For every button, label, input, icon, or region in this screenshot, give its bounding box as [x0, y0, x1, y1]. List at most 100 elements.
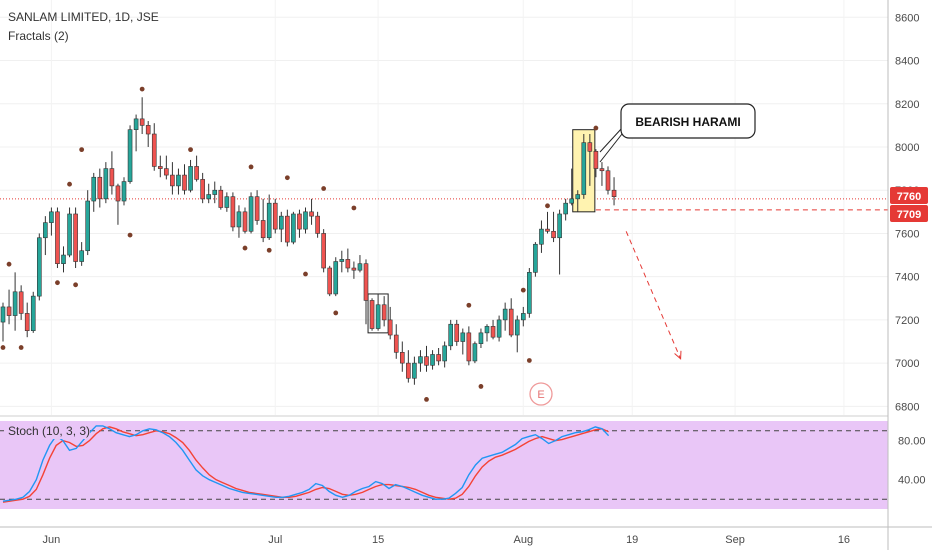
candle[interactable] [103, 162, 109, 204]
candle[interactable] [454, 319, 460, 346]
candle[interactable] [67, 207, 72, 258]
candle[interactable] [254, 190, 260, 225]
price-axis[interactable]: 6800700072007400760078008000820084008600 [895, 12, 919, 413]
candle[interactable] [581, 134, 587, 199]
candle[interactable] [418, 350, 423, 372]
candle[interactable] [164, 155, 169, 180]
candle[interactable] [309, 198, 314, 225]
candle[interactable] [520, 306, 526, 327]
candle[interactable] [158, 155, 163, 178]
time-axis[interactable]: JunJul15Aug19Sep16Oct15Nov [43, 534, 932, 546]
candle[interactable] [139, 97, 145, 135]
candle[interactable] [333, 257, 339, 297]
candle[interactable] [115, 183, 121, 225]
candle[interactable] [43, 216, 48, 256]
candle[interactable] [412, 356, 417, 385]
candle[interactable] [424, 345, 429, 372]
candle[interactable] [12, 272, 18, 331]
candle[interactable] [145, 121, 151, 147]
candle[interactable] [381, 296, 387, 327]
candle[interactable] [61, 246, 66, 273]
candle[interactable] [399, 341, 405, 372]
candle[interactable] [484, 324, 490, 342]
pattern-callout[interactable]: BEARISH HARAMI [599, 103, 756, 163]
candle[interactable] [551, 211, 556, 243]
candle[interactable] [36, 233, 42, 301]
candle[interactable] [151, 123, 157, 171]
candle[interactable] [460, 328, 466, 355]
candle[interactable] [248, 192, 254, 234]
candle[interactable] [436, 347, 441, 366]
candle[interactable] [121, 177, 127, 206]
candle[interactable] [563, 198, 568, 221]
candles[interactable] [0, 97, 617, 385]
candle[interactable] [327, 265, 333, 297]
candle[interactable] [182, 164, 187, 195]
candle[interactable] [97, 168, 103, 208]
candle[interactable] [24, 302, 30, 338]
candle[interactable] [508, 298, 514, 338]
candle[interactable] [30, 291, 36, 333]
candle[interactable] [466, 326, 472, 366]
candle[interactable] [575, 190, 581, 212]
candle[interactable] [85, 190, 90, 256]
candle[interactable] [569, 168, 575, 206]
candle[interactable] [369, 298, 375, 331]
candle[interactable] [194, 155, 199, 182]
candle[interactable] [442, 341, 447, 368]
candle[interactable] [285, 209, 290, 247]
candle[interactable] [430, 350, 435, 370]
candle[interactable] [587, 134, 593, 186]
candle[interactable] [303, 207, 308, 234]
candle[interactable] [539, 220, 544, 253]
candle[interactable] [55, 207, 60, 269]
candle[interactable] [514, 315, 520, 353]
candle[interactable] [200, 172, 205, 204]
candle[interactable] [527, 268, 532, 318]
candle[interactable] [351, 261, 357, 279]
candle[interactable] [224, 192, 230, 212]
candle[interactable] [393, 324, 399, 359]
candle[interactable] [557, 209, 562, 275]
candle[interactable] [127, 125, 133, 184]
candle[interactable] [272, 198, 278, 234]
candle[interactable] [611, 177, 617, 206]
candle[interactable] [490, 319, 496, 340]
candle[interactable] [18, 285, 24, 320]
candle[interactable] [176, 168, 181, 195]
candle[interactable] [206, 183, 211, 204]
candle[interactable] [170, 162, 175, 195]
candle[interactable] [406, 350, 411, 383]
candle[interactable] [315, 211, 320, 238]
candle[interactable] [278, 211, 284, 243]
candle[interactable] [472, 341, 478, 364]
candle[interactable] [230, 192, 236, 232]
candle[interactable] [357, 255, 363, 273]
candle[interactable] [448, 319, 454, 351]
candle[interactable] [49, 207, 54, 236]
candle[interactable] [605, 166, 611, 195]
candle[interactable] [496, 315, 502, 342]
candle[interactable] [375, 293, 381, 331]
candle[interactable] [188, 159, 193, 193]
candle[interactable] [599, 162, 605, 186]
candle[interactable] [545, 211, 550, 234]
candle[interactable] [363, 259, 369, 325]
candle[interactable] [593, 149, 599, 178]
candle[interactable] [79, 242, 84, 266]
candle[interactable] [533, 242, 538, 277]
candle[interactable] [297, 209, 302, 238]
stoch-pane[interactable]: Stoch (10, 3, 3) [0, 421, 888, 509]
candle[interactable] [73, 207, 78, 269]
candle[interactable] [0, 302, 6, 342]
candle[interactable] [236, 205, 242, 238]
candle[interactable] [91, 172, 97, 212]
candle[interactable] [6, 289, 12, 325]
candle[interactable] [266, 194, 272, 240]
candle[interactable] [291, 211, 296, 245]
candle[interactable] [345, 248, 351, 273]
candle[interactable] [387, 306, 393, 340]
candle[interactable] [242, 207, 248, 234]
candle[interactable] [218, 185, 224, 210]
